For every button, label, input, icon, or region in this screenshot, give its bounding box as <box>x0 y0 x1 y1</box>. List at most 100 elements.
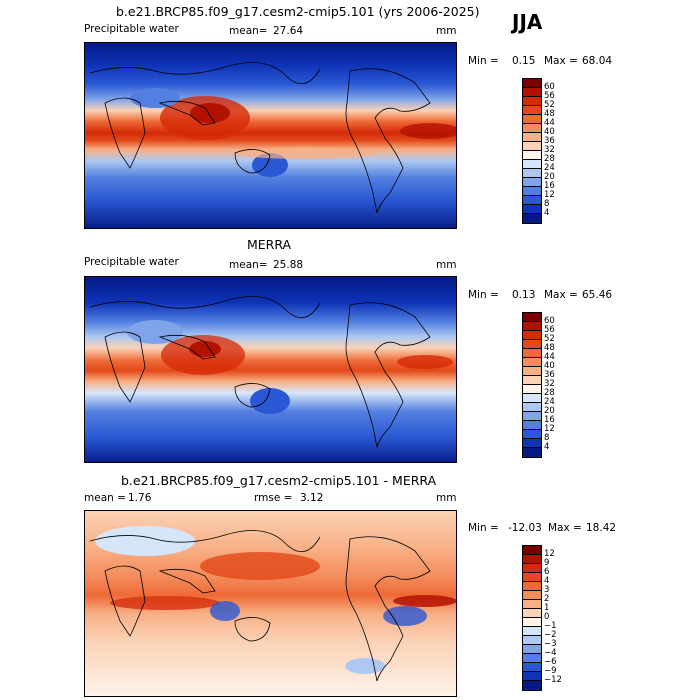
panel1-map <box>84 42 457 229</box>
colorbar-swatch <box>523 555 541 564</box>
colorbar-swatch <box>523 627 541 636</box>
colorbar-swatch <box>523 618 541 627</box>
panel3-title: b.e21.BRCP85.f09_g17.cesm2-cmip5.101 - M… <box>121 473 437 488</box>
panel1-max-value: 68.04 <box>582 55 613 67</box>
panel3-map-svg <box>85 511 456 696</box>
panel2-min-label: Min = <box>468 289 499 301</box>
colorbar-swatch <box>523 313 541 322</box>
colorbar-tick-label: 52 <box>544 334 555 344</box>
colorbar-tick-label: 2 <box>544 594 550 604</box>
colorbar-swatch <box>523 654 541 663</box>
panel1-map-svg <box>85 43 456 228</box>
panel3-max-label: Max = <box>548 522 582 534</box>
colorbar-tick-label: 52 <box>544 100 555 110</box>
panel1-units: mm <box>436 25 457 37</box>
colorbar-swatch <box>523 591 541 600</box>
colorbar-swatch <box>523 663 541 672</box>
colorbar-swatch <box>523 564 541 573</box>
colorbar-swatch <box>523 151 541 160</box>
colorbar-swatch <box>523 142 541 151</box>
colorbar-swatch <box>523 349 541 358</box>
panel3-mean-value: 1.76 <box>128 492 152 504</box>
colorbar-swatch <box>523 394 541 403</box>
colorbar-tick-label: 24 <box>544 397 555 407</box>
colorbar-tick-label: 48 <box>544 109 555 119</box>
colorbar-swatch <box>523 421 541 430</box>
panel1-mean-value: 27.64 <box>273 25 304 37</box>
colorbar-swatch <box>523 448 541 457</box>
panel2-max-value: 65.46 <box>582 289 613 301</box>
colorbar-tick-label: 28 <box>544 154 555 164</box>
colorbar-swatch <box>523 88 541 97</box>
colorbar-swatch <box>523 340 541 349</box>
panel1-max-label: Max = <box>544 55 578 67</box>
panel3-units: mm <box>436 492 457 504</box>
colorbar-swatch <box>523 573 541 582</box>
colorbar-tick-label: 60 <box>544 82 555 92</box>
colorbar-swatch <box>523 124 541 133</box>
colorbar-tick-label: −9 <box>544 666 557 676</box>
colorbar-swatch <box>523 430 541 439</box>
colorbar-tick-label: 40 <box>544 127 555 137</box>
colorbar-tick-label: 16 <box>544 415 555 425</box>
colorbar-tick-label: 60 <box>544 316 555 326</box>
panel3-rmse-value: 3.12 <box>300 492 324 504</box>
colorbar-swatch <box>523 385 541 394</box>
colorbar-tick-label: 20 <box>544 406 555 416</box>
panel1-variable: Precipitable water <box>84 23 179 35</box>
colorbar-swatch <box>523 636 541 645</box>
colorbar-swatch <box>523 439 541 448</box>
colorbar-swatch <box>523 106 541 115</box>
panel1-colorbar <box>522 78 542 224</box>
colorbar-swatch <box>523 79 541 88</box>
panel2-mean-label: mean= <box>229 259 268 271</box>
colorbar-tick-label: 8 <box>544 433 550 443</box>
colorbar-swatch <box>523 169 541 178</box>
panel3-mean-label: mean = <box>84 492 126 504</box>
colorbar-swatch <box>523 322 541 331</box>
colorbar-tick-label: 24 <box>544 163 555 173</box>
colorbar-tick-label: 1 <box>544 603 550 613</box>
panel1-min-value: 0.15 <box>512 55 536 67</box>
panel2-title: MERRA <box>247 237 292 252</box>
colorbar-tick-label: −4 <box>544 648 557 658</box>
colorbar-swatch <box>523 600 541 609</box>
colorbar-tick-label: 6 <box>544 567 550 577</box>
panel1-mean-label: mean= <box>229 25 268 37</box>
colorbar-tick-label: 4 <box>544 208 550 218</box>
colorbar-tick-label: 40 <box>544 361 555 371</box>
colorbar-tick-label: 44 <box>544 118 555 128</box>
colorbar-swatch <box>523 681 541 690</box>
colorbar-swatch <box>523 645 541 654</box>
colorbar-swatch <box>523 546 541 555</box>
colorbar-tick-label: 56 <box>544 325 555 335</box>
panel3-max-value: 18.42 <box>586 522 617 534</box>
colorbar-swatch <box>523 115 541 124</box>
colorbar-tick-label: 20 <box>544 172 555 182</box>
colorbar-swatch <box>523 133 541 142</box>
colorbar-tick-label: 36 <box>544 136 555 146</box>
panel2-mean-value: 25.88 <box>273 259 304 271</box>
colorbar-tick-label: 4 <box>544 576 550 586</box>
colorbar-tick-label: 0 <box>544 612 550 622</box>
colorbar-swatch <box>523 196 541 205</box>
panel2-units: mm <box>436 259 457 271</box>
colorbar-tick-label: 36 <box>544 370 555 380</box>
colorbar-swatch <box>523 403 541 412</box>
colorbar-tick-label: 32 <box>544 145 555 155</box>
colorbar-tick-label: 16 <box>544 181 555 191</box>
panel2-variable: Precipitable water <box>84 256 179 268</box>
colorbar-swatch <box>523 97 541 106</box>
colorbar-tick-label: −12 <box>544 675 562 685</box>
colorbar-swatch <box>523 412 541 421</box>
colorbar-swatch <box>523 160 541 169</box>
colorbar-swatch <box>523 376 541 385</box>
panel3-colorbar <box>522 545 542 691</box>
colorbar-swatch <box>523 609 541 618</box>
colorbar-tick-label: 12 <box>544 549 555 559</box>
colorbar-swatch <box>523 367 541 376</box>
panel3-map <box>84 510 457 697</box>
colorbar-tick-label: −1 <box>544 621 557 631</box>
colorbar-tick-label: 4 <box>544 442 550 452</box>
colorbar-tick-label: −3 <box>544 639 557 649</box>
